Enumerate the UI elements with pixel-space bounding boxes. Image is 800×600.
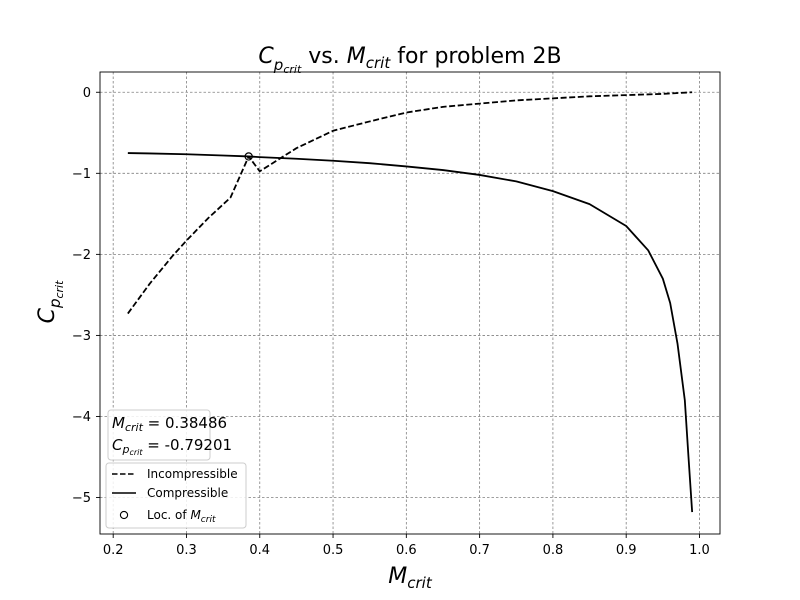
chart-title: Cpcrit vs. Mcrit for problem 2B	[258, 44, 561, 76]
x-tick-label: 0.2	[103, 543, 124, 558]
legend-label-marker: Loc. of Mcrit	[147, 508, 216, 525]
legend-label-compressible: Compressible	[147, 486, 228, 500]
x-tick-label: 0.6	[396, 543, 417, 558]
legend-swatch-marker	[119, 510, 129, 520]
series-group	[127, 91, 694, 513]
annotation-cpcrit: Cpcrit = -0.79201	[112, 436, 232, 457]
intersection-marker	[244, 152, 253, 161]
y-tick-label: −2	[72, 248, 91, 263]
y-tick-label: 0	[83, 86, 91, 101]
annotation-mcrit: Mcrit = 0.38486	[112, 414, 227, 434]
x-tick-label: 0.3	[176, 543, 197, 558]
marker-group	[244, 152, 253, 161]
x-tick-label: 0.5	[323, 543, 344, 558]
x-tick-label: 1.0	[689, 543, 710, 558]
y-tick-label: −4	[72, 410, 91, 425]
axes-frame	[99, 71, 721, 535]
y-tick-label: −3	[72, 329, 91, 344]
legend: Incompressible Compressible Loc. of Mcri…	[105, 462, 247, 529]
y-ticks: 0 −1 −2 −3 −4 −5	[72, 86, 100, 506]
x-ticks: 0.2 0.3 0.4 0.5 0.6 0.7 0.8 0.9 1.0	[103, 534, 710, 558]
legend-label-incompressible: Incompressible	[147, 467, 238, 481]
annotation-box: Mcrit = 0.38486 Cpcrit = -0.79201	[107, 409, 232, 461]
y-tick-label: −5	[72, 491, 91, 506]
series-line-incompressible	[127, 91, 693, 315]
series-line-compressible	[127, 152, 694, 513]
x-tick-label: 0.8	[543, 543, 564, 558]
x-tick-label: 0.9	[616, 543, 637, 558]
x-axis-label: Mcrit	[388, 564, 433, 592]
x-tick-label: 0.7	[469, 543, 490, 558]
y-tick-label: −1	[72, 167, 91, 182]
grid	[100, 72, 720, 534]
y-axis-label: Cpcrit	[35, 280, 66, 324]
x-tick-label: 0.4	[249, 543, 270, 558]
